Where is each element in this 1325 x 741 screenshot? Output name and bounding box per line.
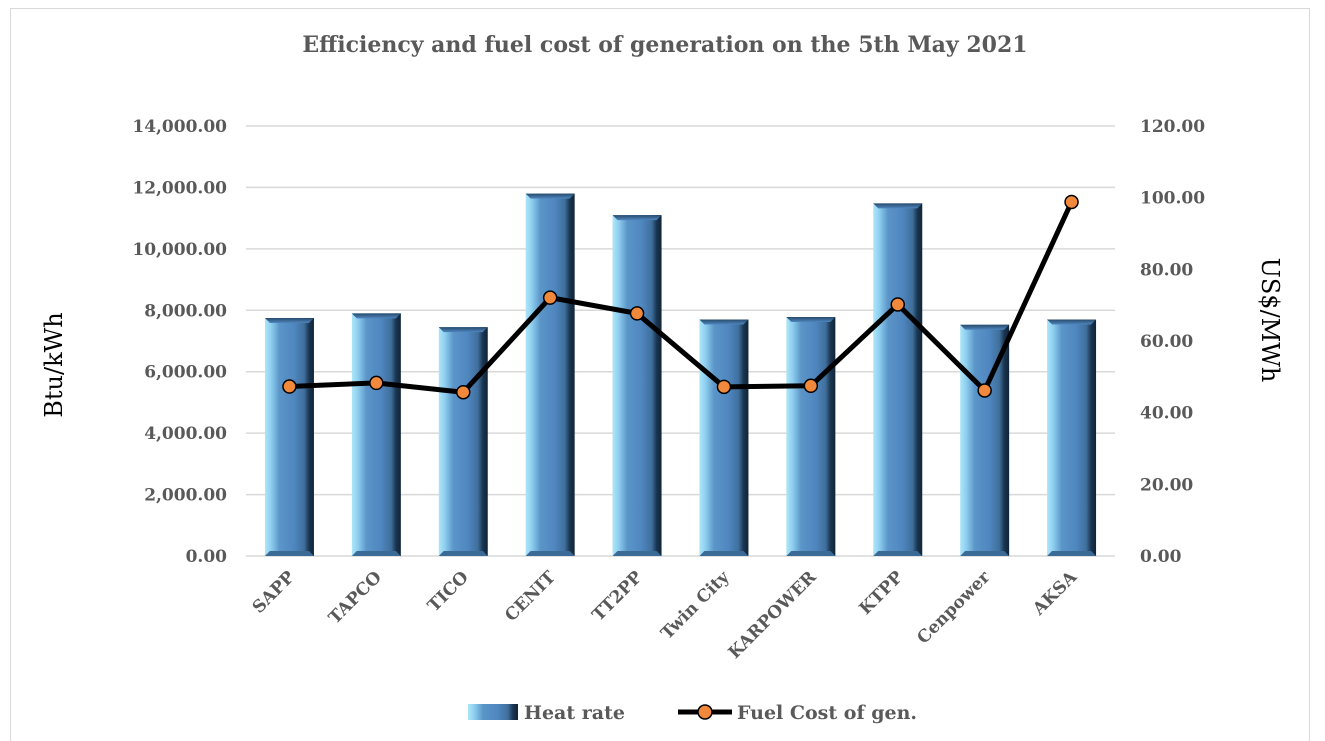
- x-tick-label: SAPP: [249, 567, 299, 617]
- bar-bevel-bottom: [525, 551, 575, 556]
- x-tick-label: TT2PP: [589, 567, 647, 625]
- x-tick-label: Cenpower: [913, 567, 995, 649]
- point-fuel-cost: [282, 379, 297, 394]
- bar-bevel-top: [612, 215, 662, 221]
- right-tick-label: 40.00: [1140, 404, 1193, 424]
- left-tick-label: 14,000.00: [132, 117, 227, 137]
- point-fuel-cost: [890, 297, 905, 312]
- line-fuel-cost: [289, 200, 1074, 395]
- bar-heat-rate: [438, 327, 488, 556]
- right-tick-label: 120.00: [1140, 117, 1205, 137]
- x-axis-labels: SAPP TAPCO TICO CENIT TT2PP Twin CityKARPOWER…: [249, 567, 1082, 663]
- bar-bevel-bottom: [873, 551, 923, 556]
- bar-bevel-top: [873, 203, 923, 209]
- point-fuel-cost: [456, 384, 471, 400]
- point-fuel-cost: [1064, 194, 1079, 210]
- bar-heat-rate: [525, 193, 575, 557]
- right-tick-label: 80.00: [1140, 260, 1193, 280]
- chart-title: Efficiency and fuel cost of generation o…: [302, 32, 1027, 58]
- legend-item-fuel-cost: Fuel Cost of gen.: [678, 702, 917, 724]
- bar-bevel-bottom: [612, 551, 662, 556]
- right-tick-label: 100.00: [1140, 189, 1205, 209]
- left-tick-label: 2,000.00: [144, 486, 227, 506]
- fuel-cost-line: [282, 194, 1079, 400]
- x-tick-label: KARPOWER: [725, 567, 821, 663]
- right-tick-label: 20.00: [1140, 475, 1193, 495]
- right-tick-label: 60.00: [1140, 332, 1193, 352]
- bar-bevel-top: [264, 317, 314, 323]
- left-tick-label: 6,000.00: [144, 363, 227, 383]
- bar-bevel-top: [786, 317, 836, 323]
- legend-label-heat-rate: Heat rate: [524, 702, 625, 724]
- point-fuel-cost: [369, 375, 384, 391]
- bar-heat-rate: [612, 215, 662, 557]
- left-tick-label: 10,000.00: [132, 240, 227, 260]
- bar-bevel-top: [525, 193, 575, 199]
- x-tick-label: CENIT: [501, 567, 560, 626]
- left-tick-label: 0.00: [186, 547, 228, 567]
- legend-swatch-fuel-cost-marker: [697, 704, 713, 720]
- y-axis-left-label: Btu/kWh: [40, 312, 68, 418]
- point-fuel-cost: [542, 290, 558, 305]
- left-tick-label: 12,000.00: [132, 178, 227, 198]
- bar-bevel-bottom: [1047, 551, 1097, 556]
- x-tick-label: AKSA: [1028, 567, 1081, 620]
- bar-bevel-bottom: [699, 551, 749, 556]
- point-fuel-cost: [803, 378, 819, 394]
- point-fuel-cost: [977, 383, 992, 398]
- bar-bevel-bottom: [438, 551, 488, 556]
- right-axis-ticks: 0.00 20.00 40.00 60.00 80.00 100.00 120.00: [1140, 117, 1205, 567]
- point-fuel-cost: [629, 306, 645, 321]
- legend-swatch-heat-rate: [468, 704, 518, 720]
- bar-bevel-bottom: [351, 551, 401, 556]
- bar-heat-rate: [873, 203, 923, 556]
- legend-label-fuel-cost: Fuel Cost of gen.: [737, 702, 917, 724]
- bar-bevel-top: [438, 327, 488, 333]
- bar-bevel-bottom: [960, 551, 1010, 556]
- bar-heat-rate: [351, 313, 401, 556]
- left-tick-label: 8,000.00: [144, 301, 227, 321]
- legend: Heat rate Fuel Cost of gen.: [468, 702, 917, 724]
- bar-heat-rate: [960, 324, 1010, 556]
- bar-heat-rate: [1047, 319, 1097, 556]
- x-tick-label: TICO: [424, 567, 473, 616]
- bar-heat-rate: [264, 317, 314, 556]
- point-fuel-cost: [716, 379, 732, 395]
- x-tick-label: Twin City: [657, 567, 734, 644]
- bar-heat-rate: [786, 317, 836, 556]
- heat-rate-bars: [264, 193, 1097, 557]
- bar-bevel-top: [1047, 319, 1097, 325]
- bar-heat-rate: [699, 319, 749, 556]
- left-axis-ticks: 0.00 2,000.00 4,000.00 6,000.00 8,000.00 10,0…: [132, 117, 227, 567]
- bar-bevel-bottom: [264, 551, 314, 556]
- y-axis-right-label: US$/MWh: [1256, 258, 1284, 383]
- bar-bevel-top: [699, 319, 749, 325]
- bar-bevel-top: [351, 313, 401, 319]
- bar-bevel-bottom: [786, 551, 836, 556]
- x-tick-label: TAPCO: [325, 567, 386, 628]
- bar-bevel-top: [960, 324, 1010, 330]
- legend-item-heat-rate: Heat rate: [468, 702, 625, 724]
- left-tick-label: 4,000.00: [144, 424, 227, 444]
- x-tick-label: KTPP: [856, 567, 908, 619]
- right-tick-label: 0.00: [1140, 547, 1182, 567]
